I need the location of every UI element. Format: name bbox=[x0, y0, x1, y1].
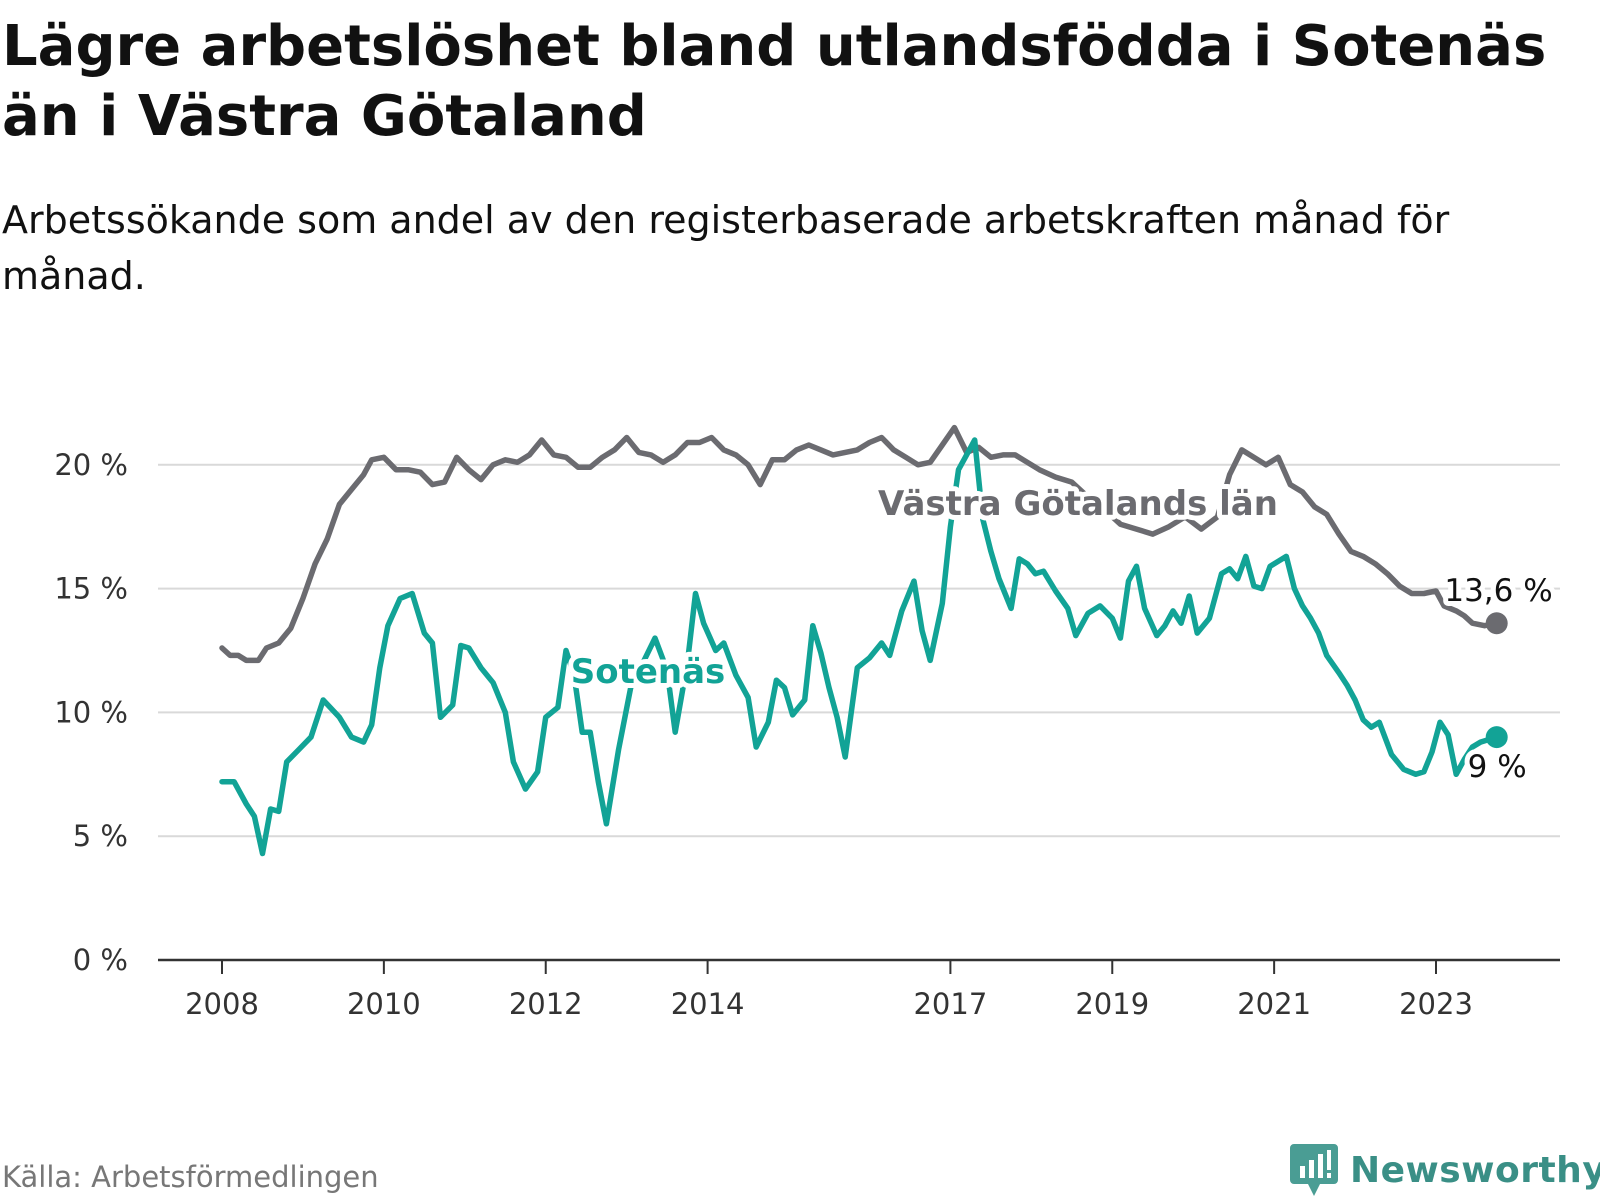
series-lines bbox=[219, 424, 1508, 857]
brand-logo[interactable]: Newsworthy bbox=[1290, 1140, 1600, 1200]
end-label-sotenas-text: 9 % bbox=[1468, 749, 1527, 785]
chart-subtitle: Arbetssökande som andel av den registerb… bbox=[2, 198, 1450, 298]
series-label-vastra-gotaland-text: Västra Götalands län bbox=[878, 484, 1278, 524]
y-tick-label: 20 % bbox=[54, 448, 128, 482]
grid-lines bbox=[158, 463, 1560, 838]
x-axis: 2008 2010 2012 2014 2017 2019 2021 2023 bbox=[158, 958, 1560, 1021]
series-label-sotenas-text: Sotenäs bbox=[571, 652, 726, 692]
end-label-sotenas: 9 %9 % bbox=[1463, 744, 1532, 790]
y-tick-label: 15 % bbox=[54, 572, 128, 606]
series-label-vastra-gotaland-halo: Västra Götalands län bbox=[878, 484, 1278, 524]
end-label-vastra-gotaland-halo: 13,6 % bbox=[1444, 573, 1552, 609]
x-tick-label: 2014 bbox=[671, 987, 745, 1021]
chart-title: Lägre arbetslöshet bland utlandsfödda i … bbox=[2, 14, 1547, 149]
end-label-vastra-gotaland-text: 13,6 % bbox=[1444, 573, 1552, 609]
end-label-vastra-gotaland: 13,6 %13,6 % bbox=[1439, 568, 1557, 614]
source-note: Källa: Arbetsförmedlingen bbox=[2, 1160, 379, 1194]
x-tick-label: 2019 bbox=[1075, 987, 1149, 1021]
series-line-1 bbox=[219, 437, 1500, 857]
x-tick-label: 2021 bbox=[1237, 987, 1311, 1021]
series-line-0 bbox=[219, 424, 1500, 664]
newsworthy-logo-icon bbox=[1290, 1144, 1338, 1196]
brand-name: Newsworthy bbox=[1350, 1149, 1600, 1191]
x-tick-label: 2008 bbox=[185, 987, 259, 1021]
x-tick-label: 2017 bbox=[913, 987, 987, 1021]
x-tick-label: 2010 bbox=[347, 987, 421, 1021]
x-tick-label: 2023 bbox=[1399, 987, 1473, 1021]
end-label-sotenas-halo: 9 % bbox=[1468, 749, 1527, 785]
y-axis: 0 % 5 % 10 % 15 % 20 % bbox=[54, 448, 128, 977]
y-tick-label: 10 % bbox=[54, 695, 128, 729]
x-tick-label: 2012 bbox=[509, 987, 583, 1021]
y-tick-label: 0 % bbox=[73, 943, 128, 977]
series-label-sotenas-halo: Sotenäs bbox=[571, 652, 726, 692]
y-tick-label: 5 % bbox=[73, 819, 128, 853]
series-end-marker-0 bbox=[1485, 612, 1508, 635]
series-end-marker-1 bbox=[1485, 726, 1508, 749]
